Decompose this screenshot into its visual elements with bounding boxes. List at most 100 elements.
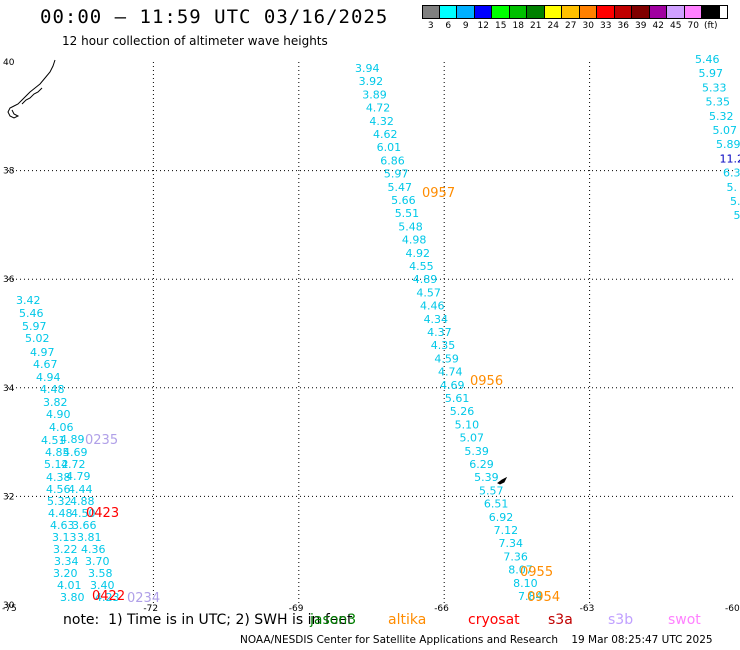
footnote: note: 1) Time is in UTC; 2) SWH is in fe… [63, 612, 353, 628]
colorbar-label: 27 [565, 21, 577, 31]
wave-height-label: 4.88 [70, 495, 95, 508]
colorbar-swatch [649, 5, 667, 19]
wave-height-label: 3.89 [362, 88, 387, 101]
pass-time-label: 0955 [520, 565, 553, 580]
wave-height-label: 4.32 [369, 115, 394, 128]
pass-time-labels: 0957 0956 0955 0954 0235 0423 0422 0234 [85, 186, 560, 606]
wave-height-label: 4.89 [60, 433, 85, 446]
wave-height-label: 4.98 [402, 234, 427, 247]
pass-time-label: 0957 [422, 186, 455, 201]
wave-height-label: 5.51 [395, 207, 420, 220]
wave-height-label: 8.10 [513, 577, 538, 590]
wave-height-label: 5.97 [699, 67, 724, 80]
wave-height-label: 6.86 [380, 154, 405, 167]
colorbar-label: 9 [462, 21, 469, 31]
x-tick-label: -75 [2, 604, 17, 614]
wave-height-label: 4.79 [66, 470, 91, 483]
colorbar-swatch [579, 5, 597, 19]
colorbar-swatch [509, 5, 527, 19]
wave-height-label: 5.57 [479, 484, 504, 497]
colorbar-label: 12 [477, 21, 489, 31]
x-tick-label: -60 [725, 604, 740, 614]
colorbar-label: 33 [600, 21, 612, 31]
colorbar-swatch [527, 5, 545, 19]
wave-height-label: 3.40 [90, 579, 115, 592]
y-tick-label: 40 [3, 58, 15, 68]
wave-height-label: 4.74 [438, 366, 463, 379]
x-tick-label: -66 [434, 604, 449, 614]
wave-height-label: 4.59 [434, 352, 459, 365]
wave-height-label: 4.48 [48, 507, 73, 520]
wave-height-label: 5.97 [384, 168, 409, 181]
wave-height-label: 4.94 [36, 371, 61, 384]
wave-height-label: 4.56 [46, 483, 71, 496]
wave-height-label: 6.01 [377, 141, 402, 154]
wave-height-label: 4.90 [46, 408, 71, 421]
wave-height-label: 3.82 [43, 396, 68, 409]
wave-height-label: 3.42 [16, 294, 41, 307]
wave-height-label: 4.85 [45, 446, 70, 459]
wave-height-label: 4.48 [40, 383, 65, 396]
colorbar-legend [422, 5, 720, 19]
colorbar-label: 18 [512, 21, 524, 31]
y-tick-label: 36 [3, 275, 15, 285]
colorbar-label: 3 [427, 21, 434, 31]
wave-height-label: 7.12 [494, 524, 519, 537]
wave-height-label: 3.80 [60, 591, 85, 604]
small-island [497, 476, 508, 485]
wave-height-label: 5.07 [460, 432, 485, 445]
colorbar-label: 70 [687, 21, 699, 31]
colorbar-label: 6 [445, 21, 452, 31]
wave-height-label: 4.67 [33, 358, 58, 371]
wave-height-label: 4.62 [373, 128, 398, 141]
wave-height-label: 4.38 [46, 471, 71, 484]
wave-height-label: 5.46 [695, 53, 720, 66]
wave-height-label: 3.22 [53, 543, 78, 556]
wave-height-label: 5.46 [19, 307, 44, 320]
x-tick-label: -63 [580, 604, 595, 614]
wave-height-label: 6.51 [484, 498, 509, 511]
wave-height-label: 5.07 [713, 124, 738, 137]
wave-height-label: 4.35 [431, 339, 456, 352]
wave-height-label: 4.55 [409, 260, 434, 273]
satellite-legend-item: s3a [548, 612, 573, 628]
y-tick-label: 32 [3, 492, 14, 502]
wave-height-label: 3.34 [54, 555, 79, 568]
wave-height-label: 6.3 [723, 167, 740, 180]
pass-time-label: 0234 [127, 591, 160, 606]
colorbar-labels: 3 6 9 12 15 18 21 24 27 30 33 36 39 42 45 70 (ft) [422, 21, 720, 31]
wave-height-label: 5.32 [709, 110, 734, 123]
y-tick-label: 34 [3, 384, 15, 394]
wave-height-label: 4.46 [420, 300, 445, 313]
wave-height-label: 4.92 [406, 247, 431, 260]
wave-height-label: 5.26 [450, 405, 475, 418]
axis-tick-labels: -75 -72 -69 -66 -63 -60 40 38 36 34 32 30 [2, 58, 740, 614]
pass-time-label: 0956 [470, 374, 503, 389]
map-subtitle: 12 hour collection of altimeter wave hei… [62, 34, 328, 48]
colorbar-swatch [562, 5, 580, 19]
colorbar-label: 42 [652, 21, 664, 31]
colorbar-label: 30 [582, 21, 594, 31]
wave-height-label: 5.02 [25, 332, 50, 345]
wave-height-label: 3.70 [85, 555, 110, 568]
wave-height-label: 4.23 [95, 591, 120, 604]
wave-height-label: 4.34 [424, 313, 449, 326]
colorbar-swatch [614, 5, 632, 19]
wave-height-label: 5 [734, 209, 740, 222]
wave-height-label: 4.37 [427, 326, 452, 339]
wave-height-label: 3.58 [88, 567, 113, 580]
wave-height-label: 5.35 [706, 96, 731, 109]
wave-height-label: 4.63 [50, 519, 75, 532]
colorbar-swatch [544, 5, 562, 19]
wave-height-label: 4.51 [41, 434, 66, 447]
colorbar-swatch [684, 5, 702, 19]
lat-lon-grid [8, 62, 735, 605]
pass-time-label: 0954 [527, 590, 560, 605]
wave-height-label: 8.07 [508, 564, 533, 577]
map-title: 00:00 – 11:59 UTC 03/16/2025 [40, 6, 389, 28]
wave-height-label: 5.39 [474, 471, 499, 484]
wave-height-label: 5.89 [716, 138, 740, 151]
wave-height-label: 3.20 [53, 567, 78, 580]
wave-height-label: 5. [730, 195, 740, 208]
